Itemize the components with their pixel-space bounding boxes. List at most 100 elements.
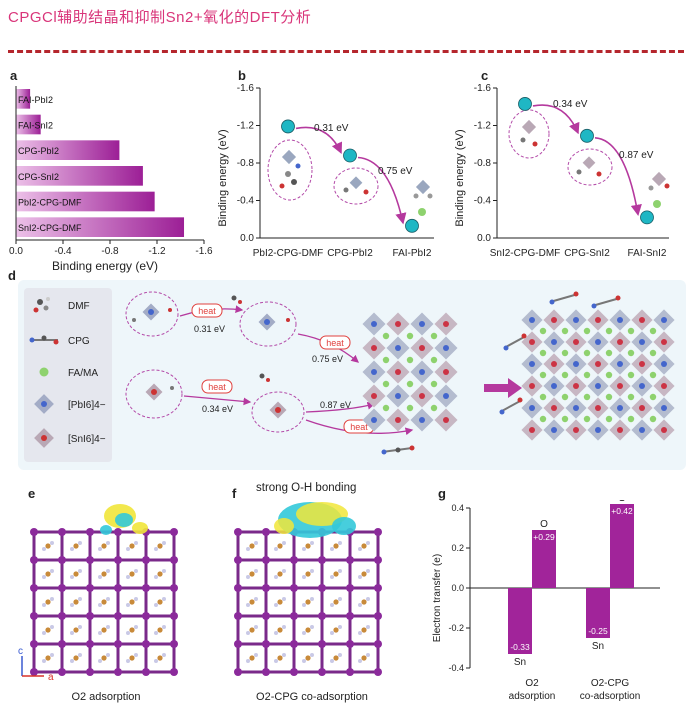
point-pbi2-cpg-dmf — [281, 119, 295, 134]
pb-atom — [419, 417, 425, 423]
sn-atom — [419, 345, 425, 351]
fa-ma-cation — [382, 404, 390, 412]
sn-atom — [30, 640, 38, 648]
sn-atom — [170, 668, 178, 676]
point-cpg-pbi2 — [343, 148, 357, 163]
h-atom — [134, 625, 138, 629]
legend-sni6-icon — [34, 428, 54, 448]
pb-atom — [551, 427, 557, 433]
pb-atom — [573, 361, 579, 367]
fa-molecule — [101, 599, 107, 605]
fa-molecule — [249, 571, 255, 577]
surface-cpg-molecules — [499, 291, 621, 415]
sn-atom — [395, 417, 401, 423]
bar-label-cpg-pbi2: CPG-PbI2 — [18, 146, 59, 156]
fa-ma-cation — [539, 393, 547, 401]
bar-value-sn-2: -0.25 — [588, 626, 608, 636]
category-label-pbi2-cpg-dmf: PbI2-CPG-DMF — [253, 248, 324, 259]
h-atom — [78, 569, 82, 573]
panel-a-tick-label: -1.6 — [195, 246, 213, 257]
h-atom — [274, 575, 278, 579]
sn-atom — [617, 427, 623, 433]
pb-atom — [617, 317, 623, 323]
sn-atom — [374, 668, 382, 676]
panel-e-lattice — [30, 528, 178, 676]
sn-atom — [234, 612, 242, 620]
fa-ma-cation — [430, 404, 438, 412]
h-atom — [78, 625, 82, 629]
panel-b-chart: 0.0-0.4-0.8-1.2-1.6 Binding energy (eV) … — [217, 83, 434, 259]
h-atom — [246, 659, 250, 663]
chartB-tick-label: -1.2 — [237, 121, 255, 132]
sn-atom — [639, 405, 645, 411]
precursor-pb-cloud — [125, 291, 179, 337]
panel-c-step2-label: 0.87 eV — [619, 150, 654, 161]
sn-atom — [142, 668, 150, 676]
fa-molecule — [129, 571, 135, 577]
h-atom — [78, 653, 82, 657]
h-atom — [338, 653, 342, 657]
h-atom — [50, 653, 54, 657]
fa-ma-cation — [649, 349, 657, 357]
h-atom — [126, 575, 130, 579]
sn-atom — [371, 345, 377, 351]
bar-value-o-1: +0.29 — [533, 532, 555, 542]
pb-atom — [371, 417, 377, 423]
panel-c-molecule-fai — [648, 171, 670, 208]
h-atom — [106, 597, 110, 601]
fa-molecule — [157, 599, 163, 605]
panel-b-step2-label: 0.75 eV — [378, 166, 413, 177]
h-atom — [70, 603, 74, 607]
fa-ma-cation — [430, 356, 438, 364]
h-atom — [366, 597, 370, 601]
fa-molecule — [101, 655, 107, 661]
sn-atom — [374, 556, 382, 564]
chartC-tick-label: -1.2 — [474, 121, 492, 132]
energy-label-0-75: 0.75 eV — [312, 354, 343, 364]
h-atom — [330, 631, 334, 635]
pb-atom — [661, 361, 667, 367]
sn-atom — [58, 668, 66, 676]
fa-ma-cation — [406, 404, 414, 412]
bar-label-sni2-cpg-dmf: SnI2-CPG-DMF — [18, 223, 82, 233]
sn-atom — [114, 556, 122, 564]
sn-atom — [86, 668, 94, 676]
sn-atom — [142, 612, 150, 620]
fa-molecule — [157, 627, 163, 633]
h-atom — [366, 541, 370, 545]
chartB-transition-arrow — [357, 156, 407, 225]
fa-molecule — [333, 599, 339, 605]
sn-atom — [262, 640, 270, 648]
h-atom — [50, 625, 54, 629]
panel-c-chart: 0.0-0.4-0.8-1.2-1.6 Binding energy (eV) … — [454, 83, 670, 259]
h-atom — [338, 569, 342, 573]
h-atom — [366, 625, 370, 629]
h-atom — [310, 569, 314, 573]
bar-sn-2 — [586, 588, 610, 638]
h-atom — [154, 575, 158, 579]
sn-atom — [374, 612, 382, 620]
pb-atom — [595, 383, 601, 389]
h-atom — [254, 597, 258, 601]
legend-dmf-icon — [33, 297, 50, 313]
final-perovskite-lattice — [521, 309, 675, 441]
sn-atom — [142, 556, 150, 564]
legend-fa-ma-icon — [39, 367, 49, 377]
pb-atom — [595, 427, 601, 433]
sn-atom — [374, 640, 382, 648]
panel-g-tick-label: -0.4 — [448, 663, 464, 673]
pb-atom — [529, 405, 535, 411]
fa-ma-cation — [539, 371, 547, 379]
panel-c-molecule-cloud-1 — [508, 109, 550, 159]
sn-atom — [595, 361, 601, 367]
sn-atom — [30, 556, 38, 564]
pb-atom — [529, 361, 535, 367]
sn-atom — [114, 528, 122, 536]
h-atom — [154, 631, 158, 635]
chartB-tick-label: 0.0 — [240, 233, 254, 244]
fa-ma-cation — [583, 349, 591, 357]
point-cpg-sni2 — [580, 128, 594, 143]
sn-atom — [170, 612, 178, 620]
h-atom — [162, 569, 166, 573]
panel-a-chart: FAI-PbI2 FAI-SnI2 CPG-PbI2 CPG-SnI2 PbI2-CPG… — [9, 86, 213, 273]
